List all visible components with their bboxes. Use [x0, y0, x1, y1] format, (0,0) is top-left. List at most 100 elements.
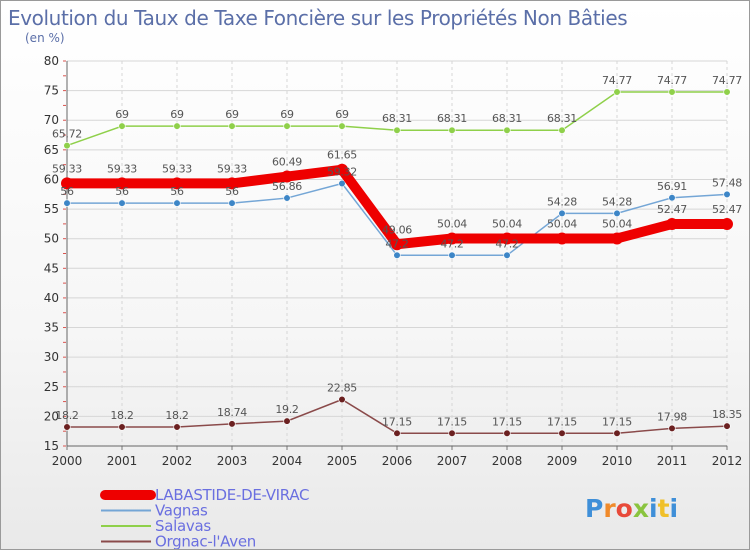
point-salavas-2007 [448, 126, 456, 134]
point-vagnas-2006 [393, 251, 401, 259]
data-label-labastide-2012: 52.47 [712, 203, 742, 216]
data-label-vagnas-2001: 56 [115, 185, 129, 198]
logo-letter: o [616, 494, 633, 523]
data-label-orgnac-2004: 19.2 [275, 403, 298, 416]
data-label-orgnac-2009: 17.15 [547, 415, 577, 428]
data-label-vagnas-2007: 47.2 [440, 237, 463, 250]
y-tick-label-80: 80 [44, 54, 59, 68]
data-label-salavas-2010: 74.77 [602, 74, 632, 87]
point-labastide-2001 [116, 177, 128, 190]
point-salavas-2012 [723, 88, 731, 96]
data-label-salavas-2006: 68.31 [382, 112, 412, 125]
y-tick-label-25: 25 [44, 380, 59, 394]
y-tick-label-70: 70 [44, 113, 59, 127]
data-label-orgnac-2001: 18.2 [110, 409, 133, 422]
point-vagnas-2012 [723, 190, 731, 198]
data-labels: 65.72 69 69 69 69 69 68.31 68.31 68.31 68.31 74.77… [52, 74, 743, 428]
legend-label-orgnac: Orgnac-l'Aven [155, 533, 256, 550]
data-label-labastide-2000: 59.33 [52, 162, 82, 175]
point-vagnas-2002 [173, 199, 181, 207]
point-salavas-2002 [173, 122, 181, 130]
point-labastide-2011 [666, 218, 678, 231]
data-label-labastide-2002: 59.33 [162, 162, 192, 175]
y-tick-label-30: 30 [44, 350, 59, 364]
y-axis-unit: (en %) [25, 31, 65, 45]
data-label-labastide-2004: 60.49 [272, 156, 302, 169]
axes: 15 20 25 30 35 40 45 50 55 60 65 70 75 80 2000 2001 2002… [44, 54, 743, 468]
point-orgnac-2005 [338, 395, 346, 404]
point-labastide-2006 [391, 238, 403, 251]
logo-letter: x [633, 494, 649, 523]
proxiti-logo: Proxiti [585, 494, 678, 523]
data-label-vagnas-2003: 56 [225, 185, 239, 198]
data-label-salavas-2011: 74.77 [657, 74, 687, 87]
point-labastide-2007 [446, 232, 458, 245]
point-salavas-2000 [63, 141, 71, 150]
point-orgnac-2010 [613, 429, 621, 437]
y-tick-label-60: 60 [44, 172, 59, 186]
point-salavas-2008 [503, 126, 511, 134]
point-orgnac-2011 [668, 424, 676, 432]
x-tick-label-2011: 2011 [657, 454, 688, 468]
point-labastide-2000 [61, 177, 73, 190]
logo-letter: i [649, 494, 658, 523]
data-label-vagnas-2004: 56.86 [272, 180, 302, 193]
data-label-vagnas-2002: 56 [170, 185, 184, 198]
point-salavas-2003 [228, 122, 236, 130]
point-orgnac-2004 [283, 417, 291, 425]
data-label-labastide-2010: 50.04 [602, 217, 632, 230]
data-label-labastide-2011: 52.47 [657, 203, 687, 216]
data-label-orgnac-2000: 18.2 [55, 409, 78, 422]
data-label-vagnas-2009: 54.28 [547, 195, 577, 208]
point-salavas-2011 [668, 88, 676, 96]
point-orgnac-2003 [228, 420, 236, 428]
legend: LABASTIDE-DE-VIRACVagnasSalavasOrgnac-l'… [100, 486, 310, 550]
x-tick-label-2006: 2006 [382, 454, 413, 468]
point-vagnas-2000 [63, 199, 71, 207]
data-label-salavas-2001: 69 [115, 108, 129, 121]
data-label-vagnas-2006: 47.2 [385, 237, 408, 250]
y-tick-label-65: 65 [44, 143, 59, 157]
y-tick-label-35: 35 [44, 321, 59, 335]
data-label-vagnas-2008: 47.2 [495, 237, 518, 250]
x-tick-label-2002: 2002 [162, 454, 193, 468]
point-salavas-2004 [283, 122, 291, 130]
data-label-orgnac-2007: 17.15 [437, 415, 467, 428]
point-orgnac-2000 [63, 423, 71, 431]
x-tick-label-2007: 2007 [437, 454, 468, 468]
point-salavas-2010 [613, 88, 621, 96]
data-label-salavas-2008: 68.31 [492, 112, 522, 125]
y-tick-label-75: 75 [44, 84, 59, 98]
point-labastide-2012 [721, 218, 733, 231]
x-tick-label-2010: 2010 [602, 454, 633, 468]
x-tick-label-2009: 2009 [547, 454, 578, 468]
logo-letter: P [585, 494, 603, 523]
y-tick-label-55: 55 [44, 202, 59, 216]
point-vagnas-2005 [338, 179, 346, 188]
point-salavas-2006 [393, 126, 401, 134]
point-labastide-2005 [336, 163, 348, 176]
legend-label-labastide: LABASTIDE-DE-VIRAC [155, 486, 309, 504]
data-label-vagnas-2010: 54.28 [602, 195, 632, 208]
point-orgnac-2006 [393, 429, 401, 437]
point-vagnas-2001 [118, 199, 126, 207]
data-label-salavas-2003: 69 [225, 108, 239, 121]
point-vagnas-2009 [558, 209, 566, 217]
point-orgnac-2002 [173, 423, 181, 431]
y-tick-label-15: 15 [44, 439, 59, 453]
point-salavas-2005 [338, 122, 346, 130]
point-salavas-2001 [118, 122, 126, 130]
data-label-salavas-2007: 68.31 [437, 112, 467, 125]
data-label-salavas-2012: 74.77 [712, 74, 742, 87]
x-tick-label-2005: 2005 [327, 454, 358, 468]
logo-letter: i [670, 494, 679, 523]
data-label-labastide-2007: 50.04 [437, 217, 467, 230]
point-labastide-2010 [611, 232, 623, 245]
data-label-orgnac-2010: 17.15 [602, 415, 632, 428]
point-orgnac-2001 [118, 423, 126, 431]
point-vagnas-2004 [283, 194, 291, 202]
data-label-orgnac-2008: 17.15 [492, 415, 522, 428]
x-tick-label-2000: 2000 [52, 454, 83, 468]
